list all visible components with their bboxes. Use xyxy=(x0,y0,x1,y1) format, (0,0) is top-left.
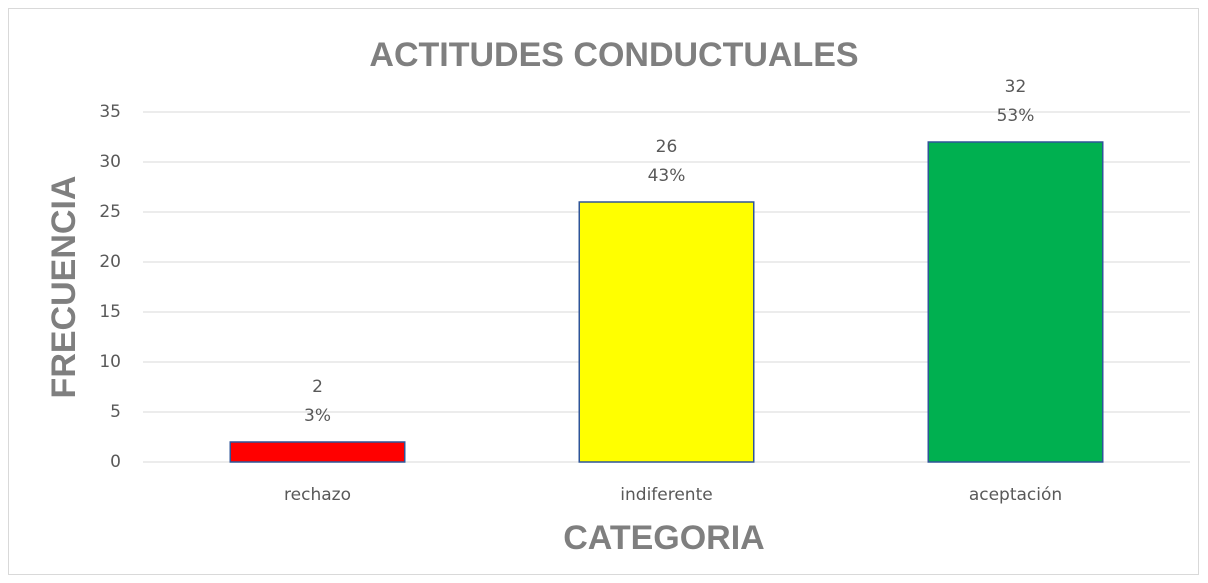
y-tick-label: 30 xyxy=(99,152,121,172)
y-tick-label: 35 xyxy=(99,102,121,122)
bar xyxy=(578,201,755,463)
chart-title: ACTITUDES CONDUCTUALES xyxy=(369,36,858,74)
data-label-share: 3% xyxy=(304,406,331,426)
y-tick-label: 5 xyxy=(110,402,121,422)
data-label-share: 53% xyxy=(997,106,1035,126)
y-tick-label: 20 xyxy=(99,252,121,272)
x-tick-label: rechazo xyxy=(284,485,351,505)
data-label: 32 xyxy=(1005,77,1027,97)
x-tick-label: indiferente xyxy=(620,485,712,505)
data-label-share: 43% xyxy=(648,166,686,186)
bar xyxy=(229,441,406,463)
y-axis-label: FRECUENCIA xyxy=(45,176,83,399)
y-tick-label: 0 xyxy=(110,452,121,472)
x-tick-label: aceptación xyxy=(969,485,1062,505)
bar xyxy=(927,141,1104,463)
y-tick-label: 15 xyxy=(99,302,121,322)
y-tick-label: 10 xyxy=(99,352,121,372)
data-label: 26 xyxy=(656,137,678,157)
x-axis-label: CATEGORIA xyxy=(563,519,764,557)
y-tick-label: 25 xyxy=(99,202,121,222)
data-label: 2 xyxy=(312,377,323,397)
